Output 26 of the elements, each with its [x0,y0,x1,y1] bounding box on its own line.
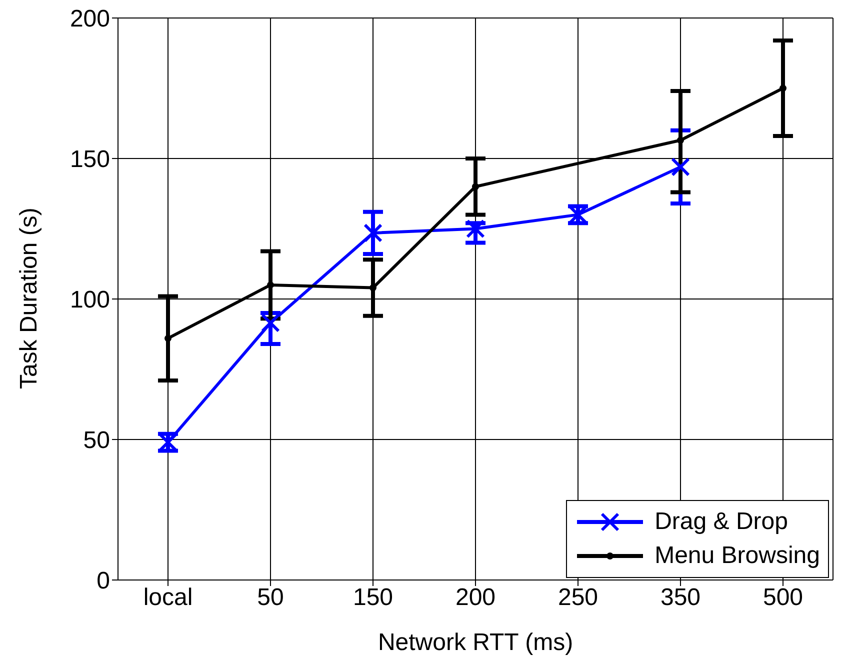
x-tick-label: 200 [455,584,496,612]
point [164,334,172,342]
y-tick-label: 100 [70,286,110,314]
y-tick-label: 0 [96,568,110,595]
point [671,157,690,176]
point [370,284,376,292]
x-tick-label: 250 [558,584,598,612]
y-tick-label: 200 [70,6,110,33]
point [472,183,479,190]
point [677,136,684,144]
x-axis-title: Network RTT (ms) [378,629,574,656]
x-tick-label: 350 [660,584,701,612]
point [364,223,382,242]
point [261,313,280,332]
x-tick-label: 50 [257,584,284,612]
point [780,84,786,92]
x-tick-label: 150 [352,584,394,612]
y-axis-title: Task Duration (s) [16,208,43,389]
point [466,219,485,238]
x-tick-label: local [143,584,193,612]
legend-label: Menu Browsing [654,541,820,571]
y-tick-label: 150 [70,146,110,174]
x-tick-label: 500 [762,584,804,612]
legend-label: Drag & Drop [654,507,788,537]
y-tick-label: 50 [83,427,110,454]
point [267,281,274,288]
